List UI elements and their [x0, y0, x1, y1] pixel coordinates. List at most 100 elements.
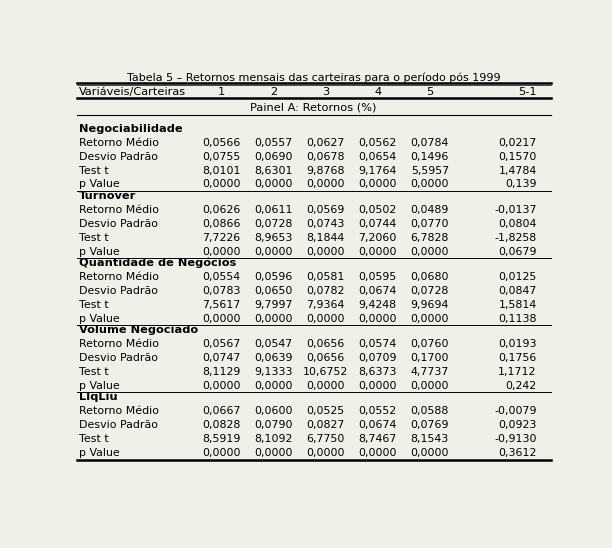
Text: 1: 1 — [217, 87, 225, 98]
Text: -0,0079: -0,0079 — [494, 406, 537, 416]
Text: 9,9694: 9,9694 — [411, 300, 449, 310]
Text: 0,0000: 0,0000 — [411, 247, 449, 256]
Text: 0,0770: 0,0770 — [411, 219, 449, 229]
Text: 8,6301: 8,6301 — [254, 165, 293, 175]
Text: 0,0680: 0,0680 — [411, 272, 449, 282]
Text: 0,0000: 0,0000 — [411, 179, 449, 190]
Text: Quantidade de Negócios: Quantidade de Negócios — [79, 258, 236, 269]
Text: 1,1712: 1,1712 — [498, 367, 537, 377]
Text: 6,7828: 6,7828 — [411, 233, 449, 243]
Text: Test t: Test t — [79, 165, 108, 175]
Text: 9,8768: 9,8768 — [306, 165, 345, 175]
Text: LIqLiu: LIqLiu — [79, 392, 118, 402]
Text: 0,0000: 0,0000 — [359, 247, 397, 256]
Text: 0,0923: 0,0923 — [498, 420, 537, 430]
Text: Desvio Padrão: Desvio Padrão — [79, 286, 158, 296]
Text: 0,0000: 0,0000 — [306, 313, 345, 324]
Text: 0,0743: 0,0743 — [307, 219, 345, 229]
Text: 0,139: 0,139 — [505, 179, 537, 190]
Text: 0,0557: 0,0557 — [254, 138, 293, 148]
Text: Test t: Test t — [79, 367, 108, 377]
Text: Retorno Médio: Retorno Médio — [79, 272, 159, 282]
Text: 0,0600: 0,0600 — [254, 406, 293, 416]
Text: 2: 2 — [270, 87, 277, 98]
Text: 0,0755: 0,0755 — [202, 152, 241, 162]
Text: 0,0000: 0,0000 — [202, 247, 241, 256]
Text: 5-1: 5-1 — [518, 87, 537, 98]
Text: 0,0000: 0,0000 — [411, 313, 449, 324]
Text: 0,0595: 0,0595 — [359, 272, 397, 282]
Text: p Value: p Value — [79, 448, 119, 458]
Text: Desvio Padrão: Desvio Padrão — [79, 152, 158, 162]
Text: 9,1764: 9,1764 — [359, 165, 397, 175]
Text: 0,0000: 0,0000 — [202, 313, 241, 324]
Text: 0,0125: 0,0125 — [498, 272, 537, 282]
Text: 8,5919: 8,5919 — [202, 434, 241, 444]
Text: 0,0760: 0,0760 — [411, 339, 449, 349]
Text: 0,0747: 0,0747 — [202, 353, 241, 363]
Text: Tabela 5 – Retornos mensais das carteiras para o período pós 1999: Tabela 5 – Retornos mensais das carteira… — [127, 72, 501, 83]
Text: 0,0611: 0,0611 — [254, 205, 293, 215]
Text: 0,0728: 0,0728 — [254, 219, 293, 229]
Text: 0,1756: 0,1756 — [498, 353, 537, 363]
Text: 0,1138: 0,1138 — [498, 313, 537, 324]
Text: 0,0000: 0,0000 — [202, 179, 241, 190]
Text: 8,1844: 8,1844 — [307, 233, 345, 243]
Text: 0,0217: 0,0217 — [498, 138, 537, 148]
Text: Turnover: Turnover — [79, 191, 136, 201]
Text: 0,0000: 0,0000 — [202, 381, 241, 391]
Text: 0,0679: 0,0679 — [498, 247, 537, 256]
Text: p Value: p Value — [79, 247, 119, 256]
Text: 0,0000: 0,0000 — [306, 448, 345, 458]
Text: 0,0000: 0,0000 — [359, 448, 397, 458]
Text: p Value: p Value — [79, 381, 119, 391]
Text: 0,0489: 0,0489 — [411, 205, 449, 215]
Text: 0,0000: 0,0000 — [254, 179, 293, 190]
Text: 0,0790: 0,0790 — [254, 420, 293, 430]
Text: 4,7737: 4,7737 — [411, 367, 449, 377]
Text: 0,0654: 0,0654 — [359, 152, 397, 162]
Text: 0,0866: 0,0866 — [202, 219, 241, 229]
Text: 0,0547: 0,0547 — [254, 339, 293, 349]
Text: 0,0000: 0,0000 — [306, 247, 345, 256]
Text: 0,0193: 0,0193 — [498, 339, 537, 349]
Text: 0,0000: 0,0000 — [359, 313, 397, 324]
Text: -0,9130: -0,9130 — [494, 434, 537, 444]
Text: 0,0567: 0,0567 — [202, 339, 241, 349]
Text: Desvio Padrão: Desvio Padrão — [79, 420, 158, 430]
Text: 0,0650: 0,0650 — [254, 286, 293, 296]
Text: 9,7997: 9,7997 — [254, 300, 293, 310]
Text: 0,0000: 0,0000 — [254, 448, 293, 458]
Text: 0,0674: 0,0674 — [359, 286, 397, 296]
Text: 8,1092: 8,1092 — [254, 434, 293, 444]
Text: Test t: Test t — [79, 300, 108, 310]
Text: Variáveis/Carteiras: Variáveis/Carteiras — [79, 87, 186, 98]
Text: 0,0574: 0,0574 — [359, 339, 397, 349]
Text: Test t: Test t — [79, 233, 108, 243]
Text: 7,7226: 7,7226 — [202, 233, 241, 243]
Text: 8,1543: 8,1543 — [411, 434, 449, 444]
Text: 0,0827: 0,0827 — [307, 420, 345, 430]
Text: 0,0678: 0,0678 — [306, 152, 345, 162]
Text: 1,5814: 1,5814 — [498, 300, 537, 310]
Text: 4: 4 — [374, 87, 381, 98]
Text: Retorno Médio: Retorno Médio — [79, 339, 159, 349]
Text: 0,0690: 0,0690 — [254, 152, 293, 162]
Text: Painel A: Retornos (%): Painel A: Retornos (%) — [250, 102, 377, 112]
Text: p Value: p Value — [79, 179, 119, 190]
Text: 0,0728: 0,0728 — [411, 286, 449, 296]
Text: Volume Negociado: Volume Negociado — [79, 325, 198, 335]
Text: 0,0744: 0,0744 — [359, 219, 397, 229]
Text: 0,0639: 0,0639 — [254, 353, 293, 363]
Text: 0,0656: 0,0656 — [307, 353, 345, 363]
Text: 0,0709: 0,0709 — [359, 353, 397, 363]
Text: 0,0656: 0,0656 — [307, 339, 345, 349]
Text: Negociabilidade: Negociabilidade — [79, 124, 182, 134]
Text: 9,1333: 9,1333 — [254, 367, 293, 377]
Text: 0,0000: 0,0000 — [254, 381, 293, 391]
Text: Retorno Médio: Retorno Médio — [79, 406, 159, 416]
Text: 0,0566: 0,0566 — [202, 138, 241, 148]
Text: 7,9364: 7,9364 — [307, 300, 345, 310]
Text: 0,0000: 0,0000 — [254, 313, 293, 324]
Text: 0,0667: 0,0667 — [202, 406, 241, 416]
